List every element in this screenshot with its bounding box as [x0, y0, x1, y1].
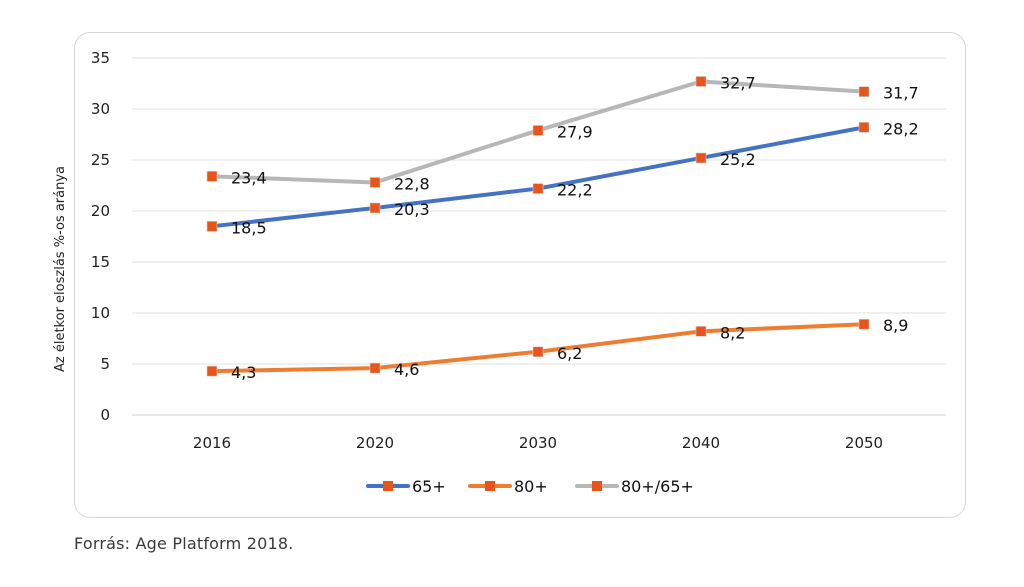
data-point-marker [858, 86, 870, 97]
data-point-marker [206, 221, 218, 232]
data-point-marker [206, 365, 218, 377]
data-label: 28,2 [883, 119, 919, 138]
data-point-marker [369, 177, 381, 188]
data-point-marker [369, 362, 381, 374]
x-tick-label: 2050 [845, 434, 883, 452]
y-tick-label: 25 [91, 151, 110, 169]
y-tick-label: 35 [91, 49, 110, 67]
data-label: 20,3 [394, 200, 430, 219]
data-point-marker [532, 125, 544, 136]
data-label: 31,7 [883, 84, 919, 103]
data-point-marker [858, 122, 870, 133]
legend-label: 80+/65+ [621, 477, 694, 496]
chart-frame [74, 32, 966, 518]
data-label: 32,7 [720, 73, 756, 92]
x-tick-label: 2016 [193, 434, 231, 452]
data-label: 27,9 [557, 122, 593, 141]
data-label: 4,3 [231, 363, 256, 382]
data-point-marker [369, 202, 381, 214]
data-point-marker [532, 183, 544, 194]
data-point-marker [206, 171, 218, 182]
legend-label: 80+ [514, 477, 548, 496]
data-point-marker [695, 326, 707, 337]
y-tick-label: 10 [91, 304, 110, 322]
y-axis-title: Az életkor eloszlás %-os aránya [53, 166, 68, 372]
data-label: 4,6 [394, 360, 419, 379]
y-tick-label: 5 [100, 355, 110, 373]
x-tick-label: 2020 [356, 434, 394, 452]
data-label: 22,2 [557, 181, 593, 200]
legend-marker [485, 481, 495, 491]
data-label: 6,2 [557, 344, 582, 363]
data-point-marker [532, 346, 544, 358]
y-tick-label: 0 [100, 406, 110, 424]
x-tick-label: 2030 [519, 434, 557, 452]
data-point-marker [858, 318, 870, 330]
data-label: 23,4 [231, 168, 267, 187]
data-label: 18,5 [231, 218, 267, 237]
legend-marker [383, 481, 393, 491]
data-label: 25,2 [720, 150, 756, 169]
data-point-marker [695, 152, 707, 164]
y-tick-label: 20 [91, 202, 110, 220]
data-label: 8,9 [883, 316, 908, 335]
y-tick-label: 30 [91, 100, 110, 118]
legend-label: 65+ [412, 477, 446, 496]
y-tick-label: 15 [91, 253, 110, 271]
data-point-marker [695, 76, 707, 87]
legend-marker [592, 481, 602, 491]
source-note: Forrás: Age Platform 2018. [74, 534, 294, 553]
x-tick-label: 2040 [682, 434, 720, 452]
data-label: 8,2 [720, 323, 745, 342]
data-label: 22,8 [394, 174, 430, 193]
